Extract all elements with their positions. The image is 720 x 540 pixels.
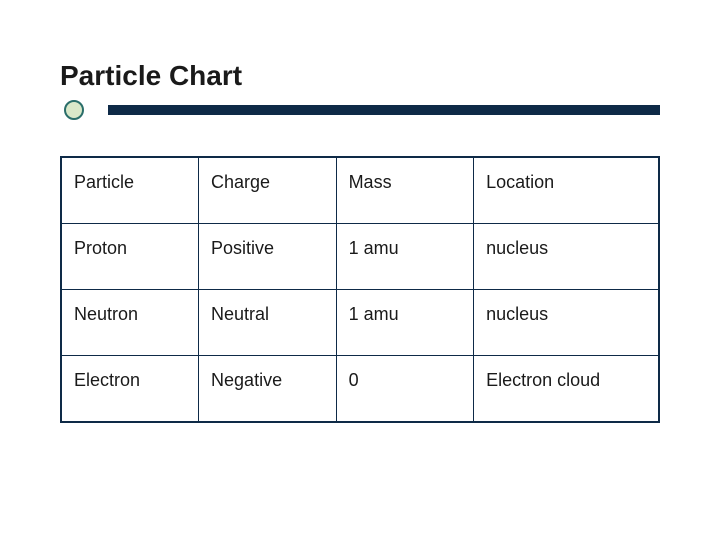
cell-location: nucleus [474,224,659,290]
particle-table: Particle Charge Mass Location Proton Pos… [60,156,660,423]
table-header-row: Particle Charge Mass Location [61,157,659,224]
bullet-icon [64,100,84,120]
col-header-location: Location [474,157,659,224]
title-row: Particle Chart [60,60,660,92]
table-row: Neutron Neutral 1 amu nucleus [61,290,659,356]
cell-mass: 1 amu [336,290,474,356]
table-row: Proton Positive 1 amu nucleus [61,224,659,290]
cell-particle: Neutron [61,290,199,356]
table-row: Electron Negative 0 Electron cloud [61,356,659,423]
cell-charge: Positive [199,224,337,290]
col-header-mass: Mass [336,157,474,224]
cell-mass: 0 [336,356,474,423]
cell-charge: Neutral [199,290,337,356]
cell-charge: Negative [199,356,337,423]
slide-title: Particle Chart [60,60,242,92]
cell-mass: 1 amu [336,224,474,290]
cell-particle: Electron [61,356,199,423]
cell-particle: Proton [61,224,199,290]
cell-location: nucleus [474,290,659,356]
cell-location: Electron cloud [474,356,659,423]
col-header-charge: Charge [199,157,337,224]
col-header-particle: Particle [61,157,199,224]
divider-row [60,100,660,120]
horizontal-rule [108,105,660,115]
